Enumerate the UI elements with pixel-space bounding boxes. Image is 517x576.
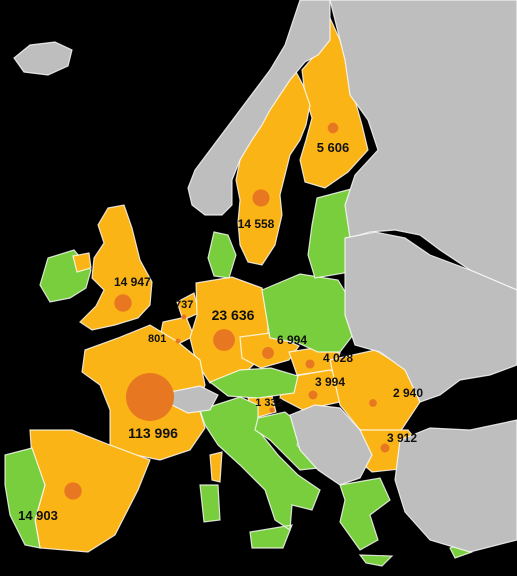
region-norway	[187, 0, 331, 216]
region-uk	[79, 204, 153, 331]
bubble-hungary	[308, 390, 318, 400]
bubble-romania	[369, 399, 377, 407]
bubble-czechia	[262, 347, 274, 359]
region-greece	[339, 477, 394, 567]
bubble-finland	[327, 122, 339, 134]
region-balkans	[289, 404, 373, 486]
bubble-slovakia	[305, 359, 315, 369]
bubble-sweden	[252, 189, 270, 207]
bubble-netherlands	[181, 314, 187, 320]
region-denmark	[207, 231, 237, 279]
region-northern-ireland	[72, 252, 92, 273]
bubble-slovenia	[269, 407, 275, 413]
value-label-slovakia: 4 028	[323, 351, 353, 365]
value-label-netherlands: 737	[175, 299, 193, 311]
value-label-finland: 5 606	[317, 140, 350, 155]
bubble-belgium	[175, 338, 181, 344]
region-romania	[329, 349, 421, 433]
value-label-france: 113 996	[128, 425, 178, 441]
bubble-bulgaria	[380, 443, 390, 453]
bubble-uk	[114, 294, 132, 312]
value-label-sweden: 14 558	[238, 217, 275, 231]
value-label-czechia: 6 994	[277, 333, 307, 347]
value-label-hungary: 3 994	[315, 375, 345, 389]
value-label-spain: 14 903	[18, 508, 58, 523]
value-label-slovenia: 1 332	[255, 397, 283, 409]
bubble-france	[126, 373, 174, 421]
bubble-germany	[213, 329, 235, 351]
region-belarus-ukraine	[344, 231, 517, 403]
value-label-belgium: 801	[148, 333, 166, 345]
value-label-romania: 2 940	[393, 386, 423, 400]
bubble-spain	[64, 482, 82, 500]
region-iceland	[13, 41, 73, 76]
region-turkey	[394, 419, 517, 553]
value-label-bulgaria: 3 912	[387, 431, 417, 445]
region-austria	[208, 367, 299, 399]
value-label-uk: 14 947	[114, 275, 151, 289]
value-label-germany: 23 636	[212, 307, 255, 323]
region-portugal	[4, 447, 46, 549]
